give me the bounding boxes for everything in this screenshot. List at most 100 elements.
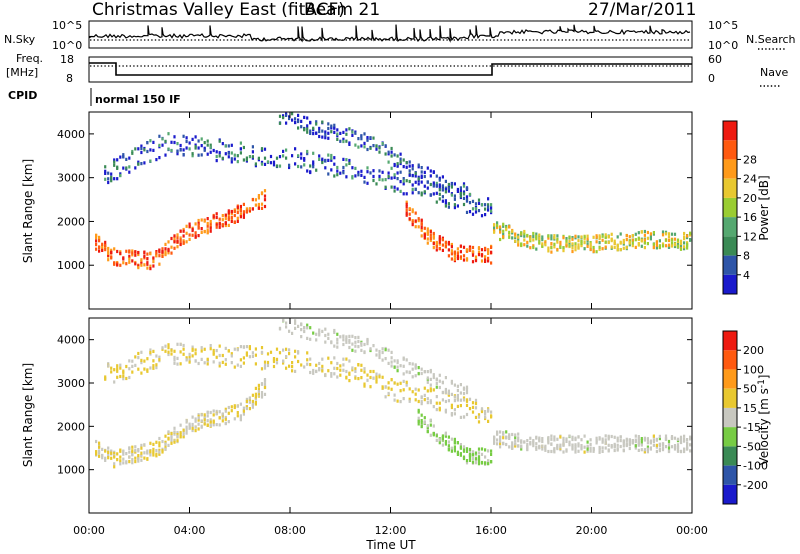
data-cell — [450, 446, 453, 450]
data-cell — [158, 355, 161, 359]
data-cell — [146, 257, 149, 261]
data-cell — [646, 230, 649, 235]
data-cell — [131, 359, 134, 363]
data-cell — [224, 221, 227, 225]
data-cell — [471, 250, 475, 254]
nsearch-tick-top: 10^5 — [708, 19, 738, 32]
data-cell — [450, 249, 453, 253]
data-cell — [493, 436, 496, 440]
data-cell — [447, 444, 450, 448]
data-cell — [613, 245, 616, 249]
data-cell — [453, 449, 456, 453]
data-cell — [683, 247, 686, 251]
data-cell — [459, 250, 462, 254]
data-cell — [634, 444, 637, 448]
data-cell — [631, 244, 634, 248]
data-cell — [571, 446, 574, 450]
data-cell — [468, 397, 472, 401]
data-cell — [227, 209, 230, 213]
data-cell — [197, 153, 200, 157]
data-cell — [260, 382, 264, 386]
data-cell — [167, 437, 170, 441]
data-cell — [429, 377, 432, 381]
data-cell — [550, 437, 553, 441]
data-cell — [493, 223, 496, 227]
x-axis-ticks: 00:00 04:00 08:00 12:00 16:00 20:00 00:00 — [73, 112, 708, 537]
data-cell — [122, 461, 125, 465]
data-cell — [330, 340, 333, 344]
data-cell — [285, 156, 288, 160]
data-cell — [209, 344, 212, 348]
data-cell — [487, 208, 490, 212]
data-cell — [366, 342, 369, 346]
data-cell — [245, 345, 248, 349]
data-cell — [107, 253, 110, 257]
data-cell — [689, 437, 692, 441]
data-cell — [294, 147, 297, 151]
data-cell — [239, 213, 242, 217]
data-cell — [128, 250, 131, 254]
data-cell — [399, 364, 402, 368]
data-cell — [417, 388, 420, 392]
freq-trace — [89, 62, 692, 76]
data-cell — [484, 203, 487, 207]
data-cell — [306, 323, 309, 327]
data-cell — [200, 419, 203, 423]
data-cell — [462, 456, 466, 461]
data-cell — [119, 251, 122, 255]
data-cell — [375, 144, 378, 148]
data-cell — [535, 436, 538, 440]
data-cell — [330, 153, 333, 158]
data-cell — [640, 244, 643, 248]
data-cell — [182, 343, 185, 348]
data-cell — [104, 240, 107, 244]
data-cell — [490, 261, 493, 265]
data-cell — [429, 370, 432, 374]
data-cell — [453, 441, 456, 445]
data-cell — [625, 437, 628, 441]
data-cell — [248, 155, 251, 159]
data-cell — [676, 242, 680, 246]
data-cell — [613, 241, 616, 245]
data-cell — [251, 354, 254, 358]
data-cell — [640, 443, 643, 447]
data-cell — [511, 229, 514, 233]
data-cell — [601, 437, 604, 441]
data-cell — [107, 180, 110, 185]
data-cell — [484, 455, 487, 459]
data-cell — [357, 335, 360, 339]
data-cell — [426, 397, 429, 401]
x-tick-label: 12:00 — [375, 524, 407, 537]
data-cell — [119, 366, 122, 370]
data-cell — [200, 144, 203, 148]
data-cell — [164, 434, 167, 438]
data-cell — [176, 433, 179, 437]
data-cell — [502, 224, 505, 228]
data-cell — [224, 346, 227, 350]
data-cell — [185, 146, 188, 150]
data-cell — [447, 254, 450, 258]
data-cell — [327, 356, 330, 360]
data-cell — [366, 337, 369, 342]
data-cell — [345, 139, 348, 143]
data-cell — [272, 160, 276, 164]
data-cell — [634, 434, 637, 438]
colorbar-swatch — [723, 369, 737, 389]
data-cell — [227, 151, 230, 155]
data-cell — [354, 369, 357, 373]
data-cell — [209, 410, 212, 415]
colorbar-swatch — [723, 331, 737, 351]
data-cell — [119, 459, 122, 463]
data-cell — [583, 237, 586, 241]
data-cell — [676, 238, 680, 242]
data-cell — [167, 430, 170, 434]
data-cell — [679, 435, 683, 439]
data-cell — [673, 237, 677, 241]
data-cell — [122, 166, 125, 170]
data-cell — [640, 230, 643, 234]
data-cell — [426, 424, 429, 428]
data-cell — [628, 240, 631, 245]
data-cell — [215, 223, 218, 227]
data-cell — [384, 385, 387, 389]
data-cell — [170, 140, 173, 144]
